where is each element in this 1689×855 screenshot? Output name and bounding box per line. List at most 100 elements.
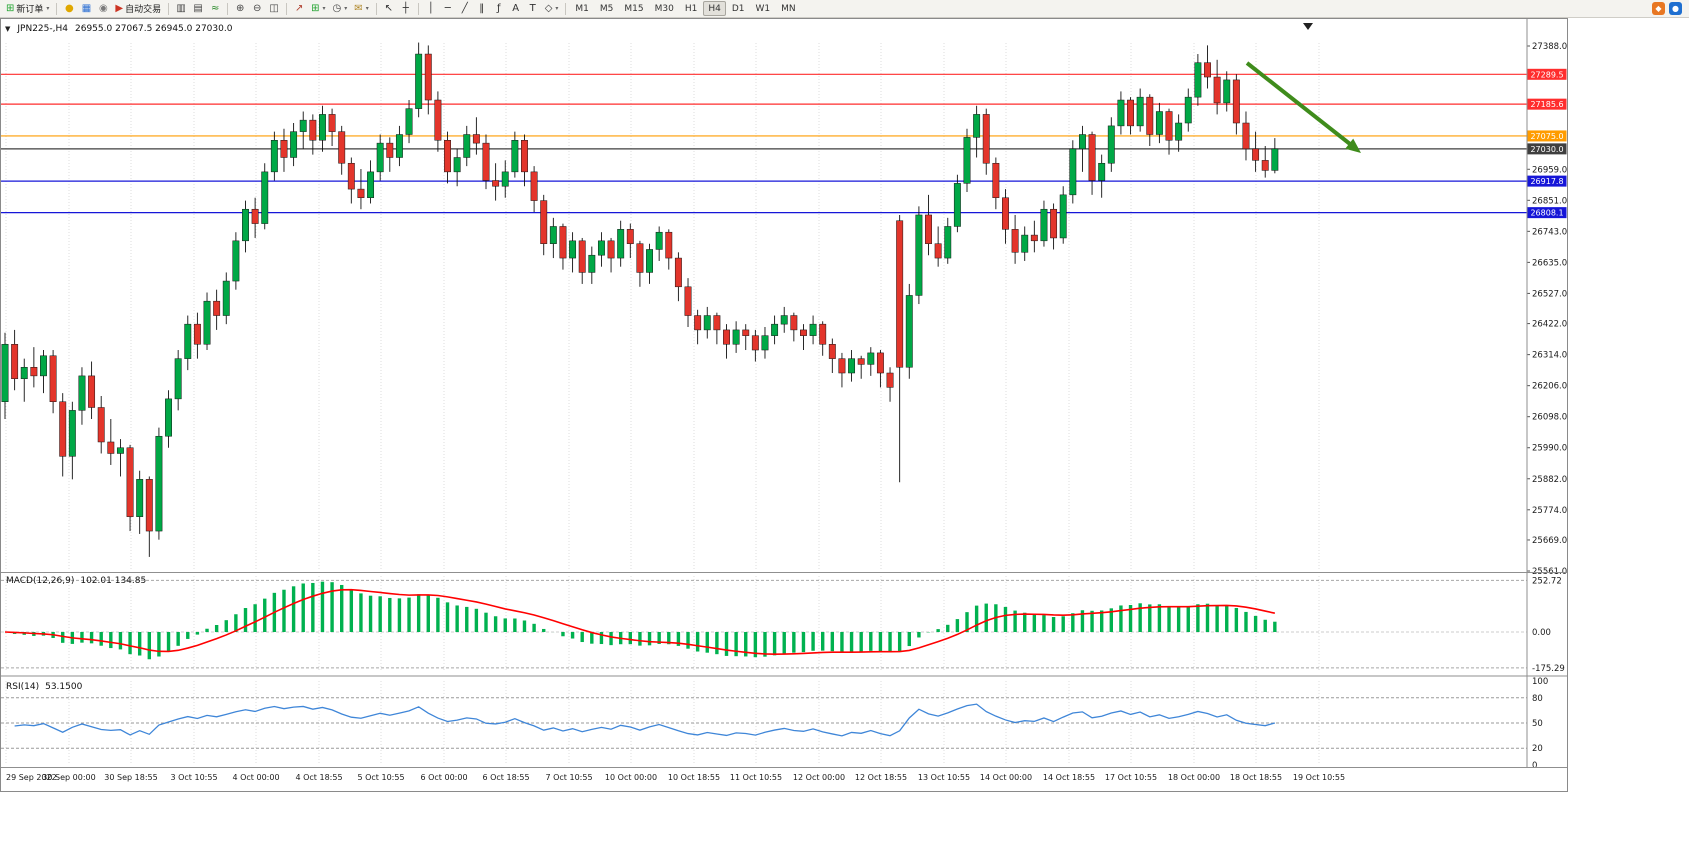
dropdown-arrow-icon[interactable]: ▾ <box>46 5 50 12</box>
candle-body <box>472 134 480 144</box>
timeframe-m1[interactable]: M1 <box>575 3 589 14</box>
toolbar: ⊞ 新订单 ▾ ● ▦ ◉ ▶ 自动交易 ▥ ▤ ≈ ⊕ ⊖ ◫ ↗ ⊞ ▾ ◷ ▾ ✉ ▾ ↖ ┼ │ ─ ╱ ‖ ƒ A T ◇ ▾ M1 M… <box>0 0 1689 18</box>
candle-body <box>222 280 230 316</box>
vertical-line-tool-glyph: │ <box>427 2 434 14</box>
dropdown-arrow-icon[interactable]: ▾ <box>322 5 326 12</box>
candle-body <box>88 375 96 408</box>
fibonacci-tool[interactable]: ƒ <box>491 1 507 17</box>
new-order-button[interactable]: ⊞ 新订单 ▾ <box>3 1 52 17</box>
price-tick-label: 25669.0 <box>1532 536 1567 546</box>
price-level-badge <box>1527 98 1567 110</box>
shapes-button-glyph: ◇ <box>544 2 553 14</box>
crosshair-icon[interactable]: ┼ <box>398 1 414 17</box>
notifications-icon[interactable]: ● <box>1669 2 1682 15</box>
timeframe-m30[interactable]: M30 <box>654 3 674 14</box>
time-label: 11 Oct 10:55 <box>730 773 782 782</box>
chat-icon[interactable]: ◆ <box>1652 2 1665 15</box>
auto-trading-button[interactable]: ▶ 自动交易 <box>112 1 164 17</box>
candlestick-chart-icon[interactable]: ▤ <box>190 1 206 17</box>
periods-menu-button-glyph: ◷ <box>332 2 342 14</box>
horizontal-line-tool[interactable]: ─ <box>440 1 456 17</box>
cursor-icon[interactable]: ↖ <box>381 1 397 17</box>
timeframe-h4[interactable]: H4 <box>703 1 726 16</box>
trendline-tool[interactable]: ╱ <box>457 1 473 17</box>
time-label: 30 Sep 00:00 <box>42 773 95 782</box>
dropdown-arrow-icon[interactable]: ▾ <box>365 5 369 12</box>
indicators-icon-glyph: ↗ <box>294 2 304 14</box>
trendline-tool-glyph: ╱ <box>461 2 468 14</box>
market-watch-icon[interactable]: ▦ <box>78 1 94 17</box>
toolbar-separator <box>375 2 377 15</box>
time-label: 17 Oct 10:55 <box>1105 773 1157 782</box>
time-label: 19 Oct 10:55 <box>1293 773 1345 782</box>
text-tool-glyph: A <box>512 2 520 14</box>
candle-body <box>501 171 509 187</box>
new-order-button-glyph: ⊞ <box>6 2 15 14</box>
channel-tool[interactable]: ‖ <box>474 1 490 17</box>
periods-menu-button[interactable]: ◷ ▾ <box>330 1 351 17</box>
dropdown-arrow-icon[interactable]: ▾ <box>555 5 559 12</box>
timeframe-w1[interactable]: W1 <box>755 3 771 14</box>
price-tick-label: 27388.0 <box>1532 42 1567 52</box>
candle-body <box>434 99 442 141</box>
candle-body <box>867 352 875 365</box>
timeframe-mn[interactable]: MN <box>781 3 796 14</box>
candle-body <box>347 162 355 190</box>
templates-button[interactable]: ✉ ▾ <box>351 1 371 17</box>
candle-body <box>367 171 375 198</box>
time-label: 18 Oct 00:00 <box>1168 773 1220 782</box>
candle-body <box>771 323 779 336</box>
label-tool[interactable]: T <box>525 1 541 17</box>
macd-axis-label: 0.00 <box>1532 628 1551 638</box>
candlestick-chart-icon-glyph: ▤ <box>193 2 203 14</box>
timeframe-h1[interactable]: H1 <box>684 3 698 14</box>
time-label: 30 Sep 18:55 <box>104 773 157 782</box>
rsi-value: 53.1500 <box>45 682 83 692</box>
time-label: 4 Oct 18:55 <box>295 773 342 782</box>
candle-body <box>386 142 394 158</box>
add-indicator-button[interactable]: ⊞ ▾ <box>308 1 328 17</box>
rsi-axis-label: 20 <box>1532 744 1543 754</box>
candle-body <box>521 140 528 173</box>
rsi-line <box>14 703 1276 737</box>
candle-body <box>684 286 692 316</box>
price-level-badge <box>1527 207 1567 219</box>
price-tick-label: 25990.0 <box>1532 444 1567 454</box>
price-level-label: 26808.1 <box>1530 209 1563 218</box>
toolbar-separator <box>286 2 288 15</box>
indicators-icon[interactable]: ↗ <box>291 1 307 17</box>
time-label: 13 Oct 10:55 <box>918 773 970 782</box>
trend-arrow[interactable] <box>1245 61 1352 146</box>
candle-body <box>1175 122 1183 141</box>
chart-shift-marker[interactable] <box>1303 23 1313 30</box>
macd-values: 102.01 134.85 <box>80 576 147 586</box>
timeframe-m15[interactable]: M15 <box>624 3 644 14</box>
templates-button-glyph: ✉ <box>354 2 363 14</box>
candle-body <box>376 142 384 173</box>
rsi-label: RSI(14) 53.1500 <box>6 682 82 692</box>
candle-body <box>848 358 856 374</box>
bar-chart-icon[interactable]: ▥ <box>173 1 189 17</box>
shapes-button[interactable]: ◇ ▾ <box>542 1 562 17</box>
candle-body <box>1059 194 1067 239</box>
community-icon[interactable]: ◉ <box>95 1 111 17</box>
tile-windows-icon[interactable]: ◫ <box>266 1 282 17</box>
line-chart-icon-glyph: ≈ <box>210 2 220 14</box>
zoom-out-icon[interactable]: ⊖ <box>249 1 265 17</box>
zoom-in-icon[interactable]: ⊕ <box>232 1 248 17</box>
time-label: 7 Oct 10:55 <box>545 773 592 782</box>
candle-body <box>68 410 76 457</box>
text-tool[interactable]: A <box>508 1 524 17</box>
vertical-line-tool[interactable]: │ <box>423 1 439 17</box>
rsi-axis-label: 80 <box>1532 694 1543 704</box>
timeframe-d1[interactable]: D1 <box>731 3 745 14</box>
line-chart-icon[interactable]: ≈ <box>207 1 223 17</box>
chart-menu-icon[interactable]: ▼ <box>5 25 11 33</box>
candle-body <box>992 162 1000 198</box>
candle-body <box>1252 148 1260 161</box>
dropdown-arrow-icon[interactable]: ▾ <box>344 5 348 12</box>
timeframe-m5[interactable]: M5 <box>599 3 614 14</box>
candle-body <box>1088 134 1096 181</box>
alerts-icon[interactable]: ● <box>61 1 77 17</box>
